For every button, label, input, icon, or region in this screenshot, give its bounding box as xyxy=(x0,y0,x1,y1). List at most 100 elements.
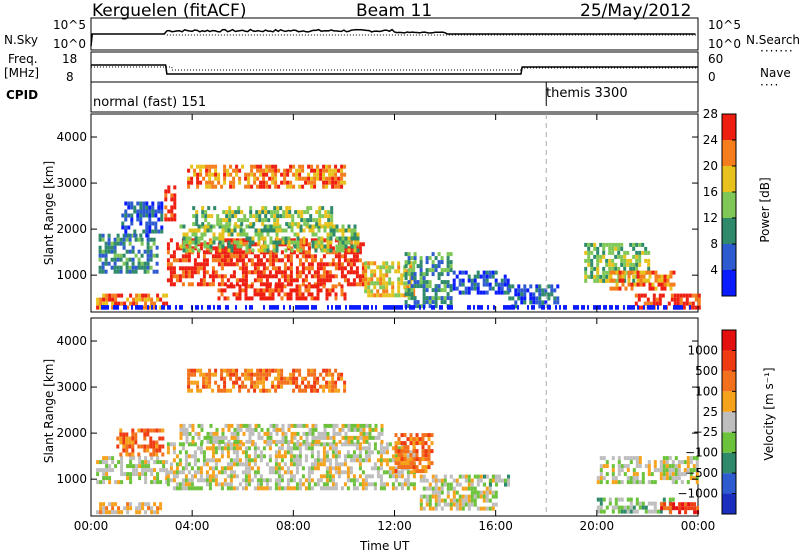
velocity-cell xyxy=(144,460,148,465)
power-cell xyxy=(173,205,177,210)
power-cell xyxy=(440,280,444,285)
velocity-cell xyxy=(244,474,248,479)
power-cell xyxy=(136,217,140,222)
velocity-cell xyxy=(233,435,237,440)
power-cell xyxy=(476,282,480,287)
power-cell xyxy=(500,290,504,295)
velocity-cell xyxy=(397,457,401,462)
power-cell xyxy=(275,228,279,233)
power-cell xyxy=(434,304,438,309)
power-cell xyxy=(347,224,351,229)
velocity-cell xyxy=(250,368,254,373)
velocity-cell xyxy=(212,439,216,444)
power-cell xyxy=(352,254,356,259)
power-cell xyxy=(446,260,450,265)
velocity-cell xyxy=(236,423,240,428)
velocity-cell xyxy=(141,468,145,473)
velocity-cell xyxy=(421,469,425,474)
power-cell xyxy=(410,292,414,297)
velocity-cell xyxy=(212,431,216,436)
velocity-cell xyxy=(421,457,425,462)
velocity-cell xyxy=(695,460,699,465)
velocity-cell xyxy=(226,372,230,377)
power-cell xyxy=(260,244,264,249)
beam-title: Beam 11 xyxy=(356,1,433,21)
power-cell xyxy=(315,222,319,227)
velocity-cell xyxy=(223,482,227,487)
velocity-cell xyxy=(144,468,148,473)
velocity-cell xyxy=(485,506,489,511)
power-cell xyxy=(661,293,665,298)
power-ground-cell xyxy=(391,305,393,310)
power-cell xyxy=(229,258,233,263)
power-cell xyxy=(425,280,429,285)
power-cell xyxy=(322,184,326,189)
velocity-cell xyxy=(317,439,321,444)
power-cell xyxy=(413,296,417,301)
power-cell xyxy=(523,284,527,289)
power-cell xyxy=(228,210,232,215)
power-cell xyxy=(355,274,359,279)
velocity-cell xyxy=(406,478,410,483)
power-cell xyxy=(434,264,438,269)
velocity-cell xyxy=(322,446,326,451)
velocity-cell xyxy=(247,458,251,463)
power-cell xyxy=(488,286,492,291)
power-cell xyxy=(211,184,215,189)
power-cell xyxy=(137,265,141,270)
power-cell xyxy=(331,262,335,267)
velocity-cell xyxy=(325,380,329,385)
power-ground-cell xyxy=(481,305,483,310)
power-ground-cell xyxy=(511,305,513,310)
velocity-cell xyxy=(147,506,151,511)
power-cell xyxy=(166,250,170,255)
power-cell xyxy=(284,248,288,253)
velocity-cell xyxy=(406,437,410,442)
power-cell xyxy=(157,209,161,214)
power-cell xyxy=(230,248,234,253)
velocity-cell xyxy=(376,450,380,455)
velocity-cell xyxy=(678,502,682,507)
velocity-cell xyxy=(187,368,191,373)
power-cell xyxy=(298,172,302,177)
velocity-cell xyxy=(184,450,188,455)
power-cell xyxy=(413,280,417,285)
power-cell xyxy=(113,245,117,250)
power-cell xyxy=(188,248,192,253)
power-cell xyxy=(250,284,254,289)
power-cell xyxy=(304,176,308,181)
velocity-cell xyxy=(662,497,666,502)
power-cell xyxy=(150,297,154,302)
velocity-cell xyxy=(671,468,675,473)
power-cell xyxy=(301,266,305,271)
velocity-cell xyxy=(175,486,179,491)
power-cell xyxy=(143,265,147,270)
power-cell xyxy=(612,286,616,291)
velocity-cell xyxy=(199,388,203,393)
power-cell xyxy=(238,284,242,289)
velocity-cell xyxy=(326,423,330,428)
velocity-cell xyxy=(144,464,148,469)
velocity-cell xyxy=(388,458,392,463)
velocity-cell xyxy=(116,444,120,449)
velocity-cell xyxy=(394,457,398,462)
power-cell xyxy=(301,176,305,181)
velocity-cell xyxy=(365,423,369,428)
power-cell xyxy=(98,253,102,258)
velocity-cell xyxy=(421,453,425,458)
power-cell xyxy=(691,301,695,306)
velocity-cell xyxy=(313,368,317,373)
velocity-cell xyxy=(415,437,419,442)
power-cell xyxy=(337,184,341,189)
power-cell xyxy=(623,274,627,279)
power-cell xyxy=(335,224,339,229)
velocity-cell xyxy=(134,440,138,445)
velocity-cell xyxy=(317,431,321,436)
velocity-cell xyxy=(507,474,510,479)
velocity-cell xyxy=(125,440,129,445)
power-cell xyxy=(676,301,680,306)
power-cell xyxy=(304,250,308,255)
power-cell xyxy=(241,242,245,247)
velocity-cell xyxy=(292,388,296,393)
velocity-cell xyxy=(349,470,353,475)
